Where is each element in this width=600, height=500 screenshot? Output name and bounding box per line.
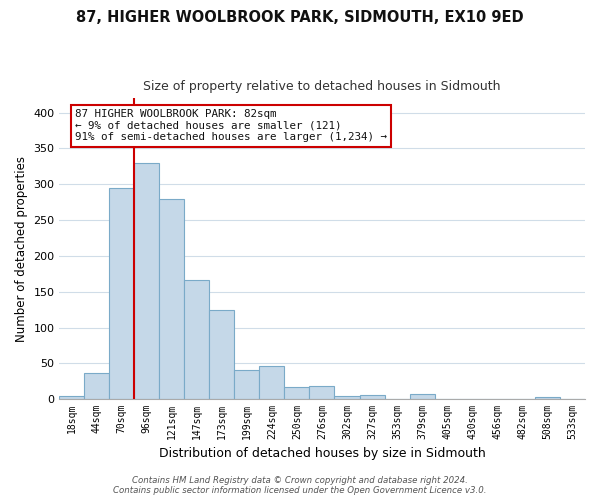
Y-axis label: Number of detached properties: Number of detached properties — [15, 156, 28, 342]
Bar — [234, 370, 259, 399]
Bar — [84, 372, 109, 399]
Bar — [159, 198, 184, 399]
Bar — [259, 366, 284, 399]
Bar — [334, 396, 359, 399]
Bar — [410, 394, 434, 399]
Text: 87 HIGHER WOOLBROOK PARK: 82sqm
← 9% of detached houses are smaller (121)
91% of: 87 HIGHER WOOLBROOK PARK: 82sqm ← 9% of … — [75, 109, 387, 142]
Text: 87, HIGHER WOOLBROOK PARK, SIDMOUTH, EX10 9ED: 87, HIGHER WOOLBROOK PARK, SIDMOUTH, EX1… — [76, 10, 524, 25]
Bar — [59, 396, 84, 399]
Title: Size of property relative to detached houses in Sidmouth: Size of property relative to detached ho… — [143, 80, 500, 93]
Bar — [209, 310, 234, 399]
Bar — [359, 395, 385, 399]
Bar — [184, 280, 209, 399]
Bar — [284, 387, 310, 399]
Bar — [109, 188, 134, 399]
Bar — [535, 397, 560, 399]
X-axis label: Distribution of detached houses by size in Sidmouth: Distribution of detached houses by size … — [158, 447, 485, 460]
Bar — [134, 163, 159, 399]
Text: Contains HM Land Registry data © Crown copyright and database right 2024.
Contai: Contains HM Land Registry data © Crown c… — [113, 476, 487, 495]
Bar — [310, 386, 334, 399]
